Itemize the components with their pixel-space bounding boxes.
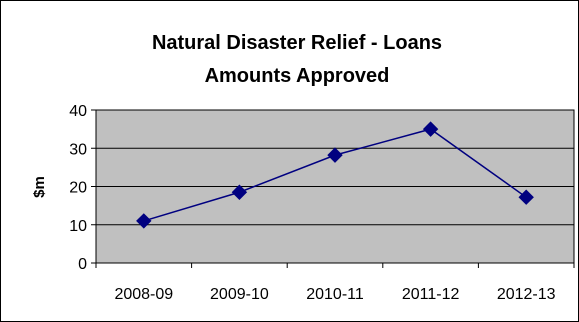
chart-title-line-2: Amounts Approved [205,65,390,87]
x-tick-label: 2010-11 [306,286,364,303]
data-point-diamond [518,189,534,205]
x-tick-label: 2008-09 [114,286,173,303]
y-tick-label: 40 [69,103,87,120]
y-tick-label: 30 [69,141,87,158]
data-point-diamond [231,184,248,200]
x-tick-label: 2011-12 [402,286,460,303]
data-point-diamond [327,147,343,163]
chart-title-line-1: Natural Disaster Relief - Loans [152,32,442,54]
y-axis-label: $m [31,176,48,198]
x-tick-label: 2012-13 [497,286,556,303]
x-tick-labels: 2008-09 2009-10 2010-11 2011-12 2012-13 [114,286,555,303]
x-tick-label: 2009-10 [210,286,269,303]
y-tick-label: 20 [69,180,87,197]
series [136,121,534,229]
y-tick-label: 0 [78,256,87,273]
data-point-diamond [136,213,152,229]
axes [91,109,575,268]
y-tick-labels: 0 10 20 30 40 [69,103,87,273]
y-tick-label: 10 [69,218,87,235]
data-point-diamond [422,121,439,137]
